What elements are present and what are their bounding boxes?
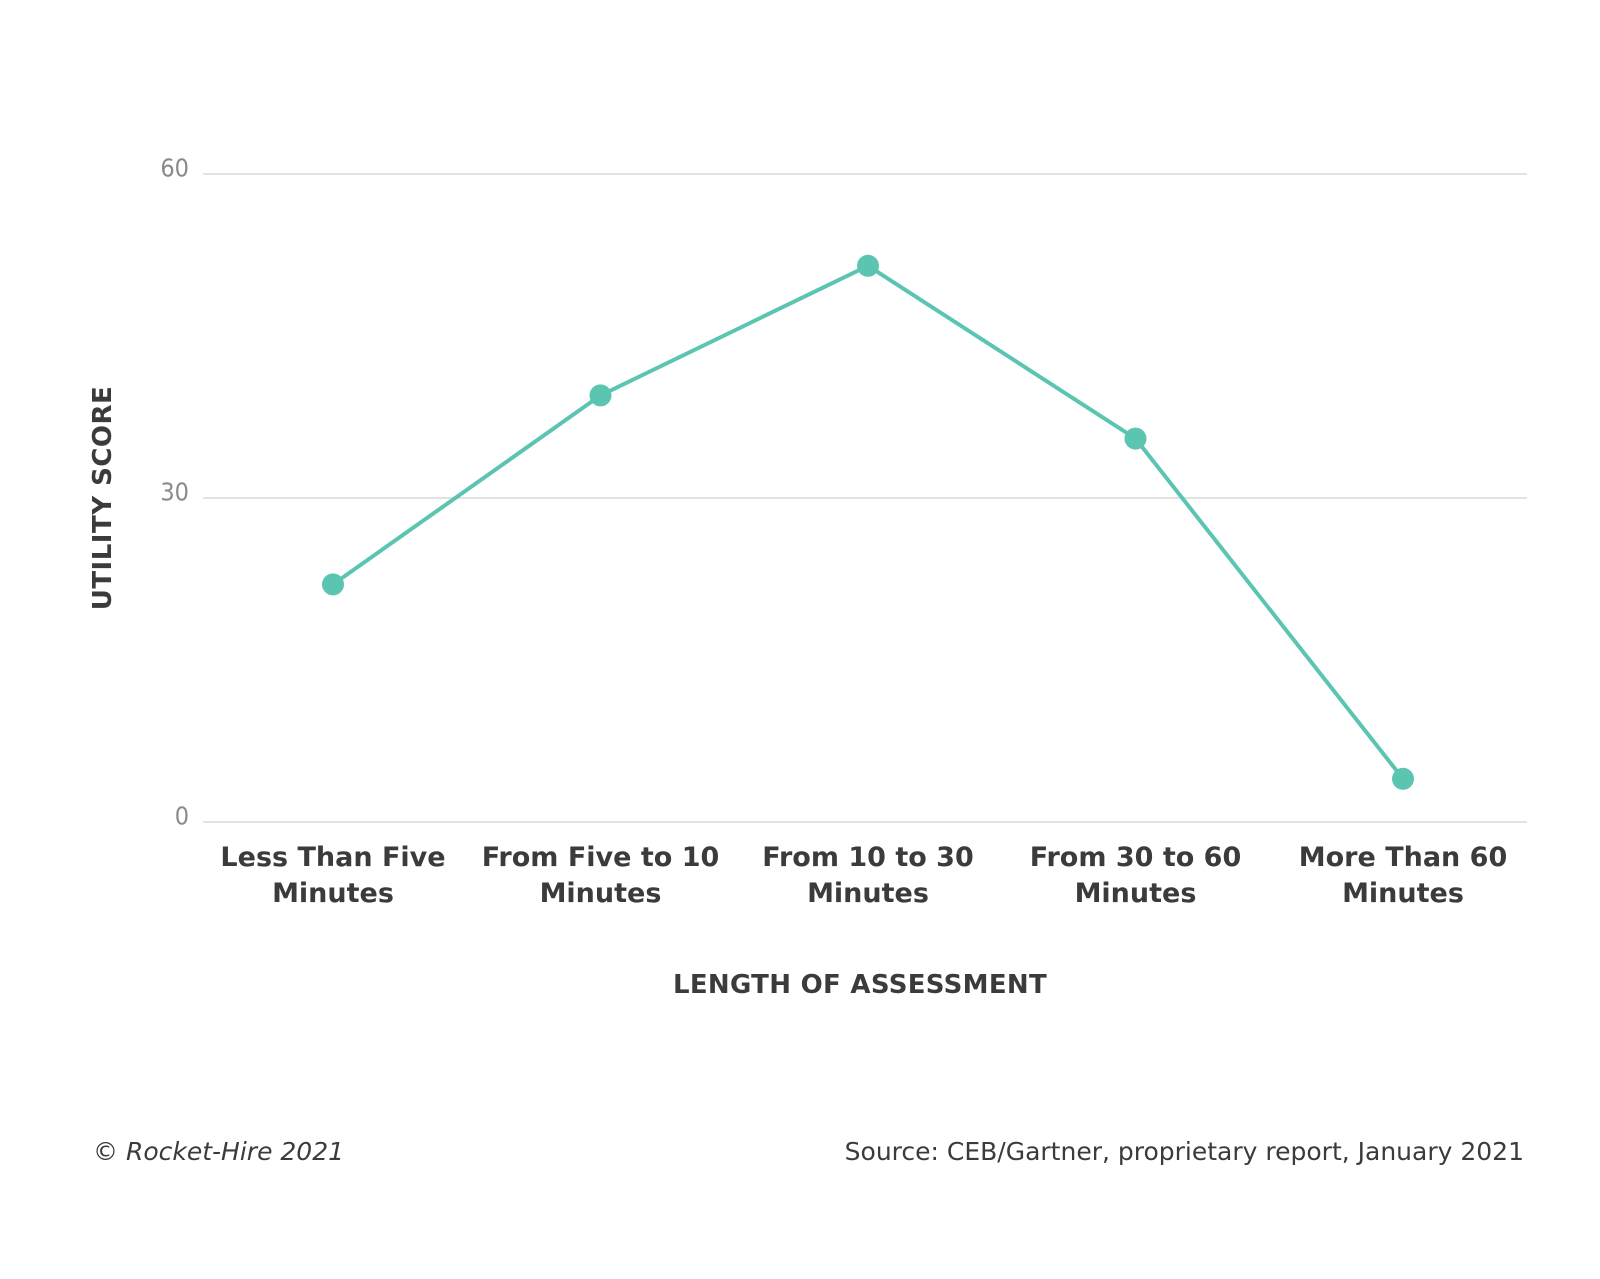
x-tick-label-line: Minutes: [1075, 878, 1197, 909]
x-tick-label-line: Less Than Five: [220, 842, 445, 873]
x-tick-labels: Less Than Five Minutes From Five to 10 Minu…: [220, 842, 1507, 909]
data-point: [857, 254, 879, 277]
x-tick-label: From Five to 10 Minutes: [482, 842, 720, 909]
copyright-text: Rocket-Hire 2021: [125, 1137, 345, 1166]
x-tick-label: From 30 to 60 Minutes: [1030, 842, 1242, 909]
data-point: [589, 384, 612, 407]
x-tick-label-line: Minutes: [272, 878, 394, 909]
y-tick-labels: 0 30 60: [160, 154, 189, 831]
copyright-note: © Rocket-Hire 2021: [93, 1137, 344, 1166]
x-tick-label-line: From Five to 10: [482, 842, 720, 873]
x-tick-label-line: Minutes: [807, 878, 929, 909]
data-point: [1124, 427, 1147, 450]
source-note: Source: CEB/Gartner, proprietary report,…: [844, 1137, 1524, 1166]
x-tick-label: More Than 60 Minutes: [1299, 842, 1508, 909]
series: [322, 254, 1414, 790]
y-tick-label: 60: [160, 154, 189, 183]
gridlines: [203, 173, 1527, 823]
y-tick-label: 30: [160, 478, 189, 507]
data-point: [322, 573, 344, 596]
x-tick-label-line: From 10 to 30: [762, 842, 974, 873]
copyright-symbol: ©: [93, 1137, 118, 1166]
data-point: [1392, 767, 1414, 790]
x-tick-label-line: More Than 60: [1299, 842, 1508, 873]
x-axis-label: LENGTH OF ASSESSMENT: [672, 970, 1048, 1000]
x-tick-label-line: Minutes: [1342, 878, 1464, 909]
x-tick-label: From 10 to 30 Minutes: [762, 842, 974, 909]
x-tick-label-line: From 30 to 60: [1030, 842, 1242, 873]
x-tick-label: Less Than Five Minutes: [220, 842, 445, 909]
series-line: [331, 263, 1405, 781]
y-axis-label: UTILITY SCORE: [88, 385, 118, 611]
x-tick-label-line: Minutes: [540, 878, 662, 909]
y-tick-label: 0: [175, 802, 189, 831]
